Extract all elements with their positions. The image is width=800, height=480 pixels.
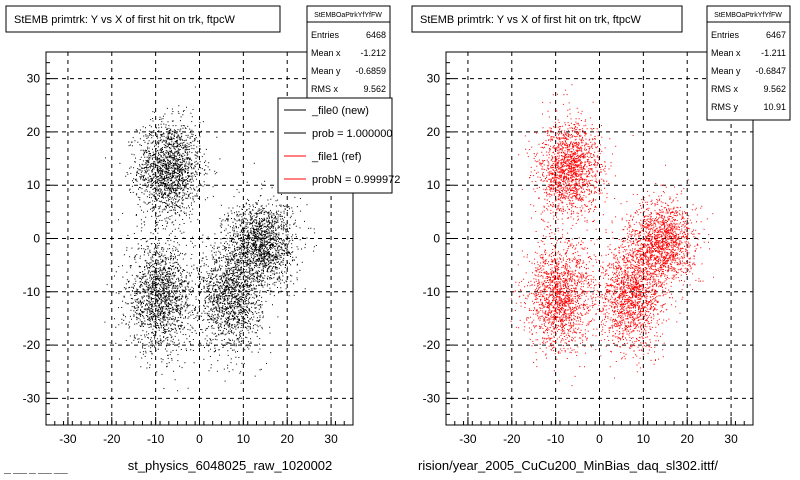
- left-footer-label: st_physics_6048025_raw_1020002: [128, 458, 333, 473]
- x-tick-label: 20: [681, 432, 695, 446]
- legend-label-file1: _file1 (ref): [311, 151, 362, 163]
- scatter-cluster-1: [510, 218, 623, 387]
- y-tick-label: 0: [433, 232, 440, 246]
- right-stat-value-mean-y: -0.6847: [755, 66, 786, 76]
- right-stat-value-rms-x: 9.562: [763, 84, 786, 94]
- right-title-box: [411, 5, 683, 33]
- x-tick-label: -30: [59, 432, 77, 446]
- x-tick-label: -30: [459, 432, 477, 446]
- x-tick-label: 0: [196, 432, 203, 446]
- right-plot-panel: StEMB primtrk: Y vs X of first hit on tr…: [411, 5, 791, 473]
- x-tick-label: 10: [237, 432, 251, 446]
- left-stat-value-rms-x: 9.562: [363, 84, 386, 94]
- scatter-cluster-0: [518, 84, 634, 245]
- y-tick-label: -10: [423, 285, 441, 299]
- legend-label-file0: _file0 (new): [311, 105, 369, 117]
- y-tick-label: 0: [33, 232, 40, 246]
- left-plot-title: StEMB primtrk: Y vs X of first hit on tr…: [14, 14, 235, 26]
- y-tick-label: -30: [23, 391, 41, 405]
- x-tick-label: 0: [596, 432, 603, 446]
- bottom-left-text: — —— — —— ——: [4, 470, 68, 477]
- y-tick-label: 30: [427, 72, 441, 86]
- legend-box: _file0 (new) prob = 1.000000 _file1 (ref…: [277, 97, 400, 194]
- scatter-cluster-3: [207, 162, 317, 320]
- left-axis-ticks: -30 -20 -10 0 10 20 30 -30 -20 -10 0 10 20 30: [23, 51, 354, 446]
- left-stat-label-mean-y: Mean y: [311, 66, 341, 76]
- left-stat-value-mean-x: -1.212: [360, 48, 386, 58]
- scatter-cluster-0: [105, 86, 221, 271]
- y-tick-label: -30: [423, 391, 441, 405]
- right-stats-header: StEMBOaPtrkYfYfFW: [714, 12, 782, 19]
- y-tick-label: 20: [27, 125, 41, 139]
- right-stat-label-rms-x: RMS x: [711, 84, 739, 94]
- y-tick-label: 10: [427, 178, 441, 192]
- left-stat-label-entries: Entries: [311, 30, 340, 40]
- y-tick-label: 20: [427, 125, 441, 139]
- left-stats-box: StEMBOaPtrkYfYfFW Entries 6468 Mean x -1…: [306, 5, 391, 107]
- x-tick-label: 30: [724, 432, 738, 446]
- right-stat-label-rms-y: RMS y: [711, 102, 739, 112]
- right-axis-ticks: -30 -20 -10 0 10 20 30 -30 -20 -10 0 10 20 30: [423, 51, 754, 446]
- right-stat-label-entries: Entries: [711, 30, 740, 40]
- right-stat-value-mean-x: -1.211: [761, 48, 786, 58]
- left-plot-panel: StEMB primtrk: Y vs X of first hit on tr…: [5, 5, 400, 473]
- right-scatter-points: [510, 84, 714, 387]
- y-tick-label: -20: [23, 338, 41, 352]
- legend-label-prob: prob = 1.000000: [312, 128, 392, 140]
- right-stat-value-entries: 6467: [766, 30, 786, 40]
- left-stat-label-mean-x: Mean x: [311, 48, 341, 58]
- x-tick-label: -20: [103, 432, 121, 446]
- y-tick-label: 10: [27, 178, 41, 192]
- right-stat-value-rms-y: 10.91: [763, 102, 786, 112]
- x-tick-label: 30: [324, 432, 338, 446]
- x-tick-label: -20: [503, 432, 521, 446]
- left-stat-value-mean-y: -0.6859: [355, 66, 386, 76]
- y-tick-label: -10: [23, 285, 41, 299]
- left-scatter-points: [104, 86, 317, 392]
- right-stat-label-mean-x: Mean x: [711, 48, 741, 58]
- scatter-cluster-1: [104, 216, 222, 392]
- right-stats-box: StEMBOaPtrkYfYfFW Entries 6467 Mean x -1…: [706, 5, 791, 121]
- left-stat-label-rms-x: RMS x: [311, 84, 339, 94]
- right-footer-label: rision/year_2005_CuCu200_MinBias_daq_sl3…: [418, 458, 718, 473]
- y-tick-label: -20: [423, 338, 441, 352]
- left-title-box: [5, 5, 281, 33]
- x-tick-label: 20: [281, 432, 295, 446]
- y-tick-label: 30: [27, 72, 41, 86]
- left-grid: [46, 52, 353, 425]
- scatter-cluster-3: [607, 164, 714, 320]
- x-tick-label: 10: [637, 432, 651, 446]
- legend-label-probn: probN = 0.999972: [312, 174, 400, 186]
- left-stats-header: StEMBOaPtrkYfYfFW: [314, 12, 382, 19]
- right-stat-label-mean-y: Mean y: [711, 66, 741, 76]
- right-plot-title: StEMB primtrk: Y vs X of first hit on tr…: [420, 14, 641, 26]
- x-tick-label: -10: [547, 432, 565, 446]
- left-stat-value-entries: 6468: [366, 30, 386, 40]
- x-tick-label: -10: [147, 432, 165, 446]
